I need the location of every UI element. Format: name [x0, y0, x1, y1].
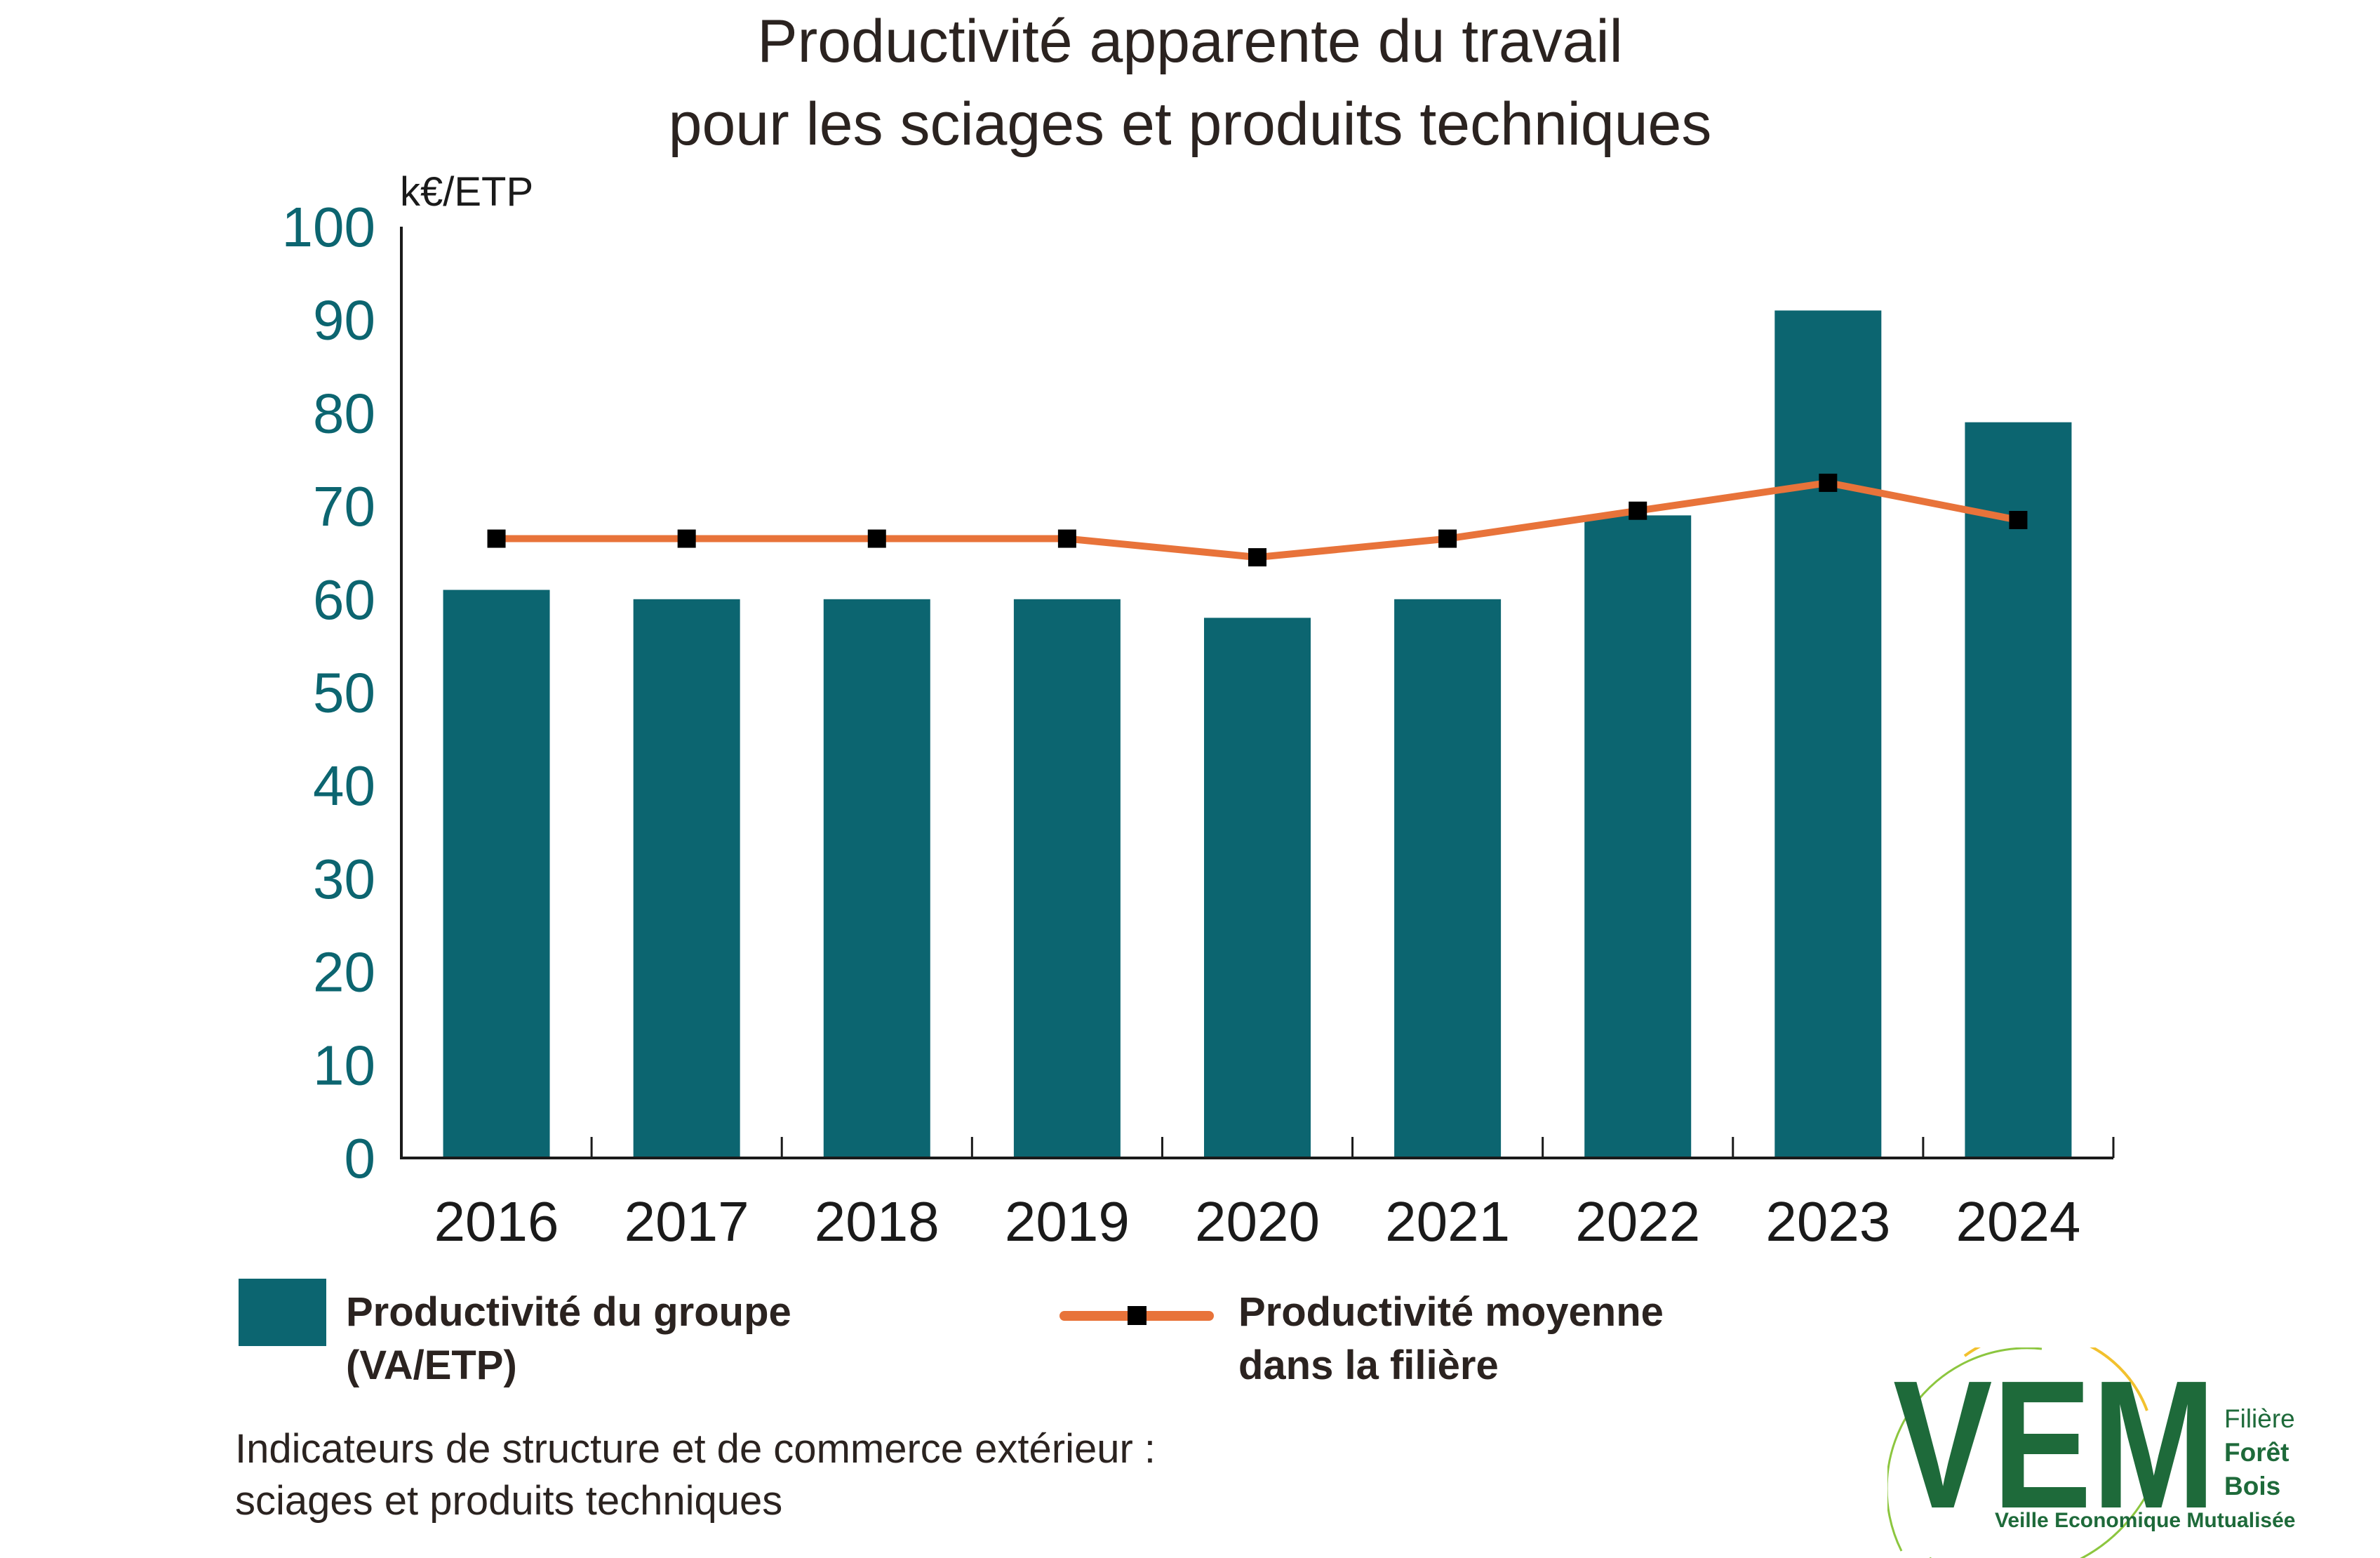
- y-tick-label-60: 60: [313, 568, 375, 631]
- y-tick-label-90: 90: [313, 289, 375, 352]
- logo-side-text: Filière Forêt Bois: [2224, 1402, 2295, 1503]
- chart-svg: 0 10 20 30 40 50 60 70 80 90 100 2016 2017 2018 2019 20…: [282, 196, 2115, 1253]
- line-point-2024: [2009, 511, 2028, 530]
- x-tick-label-2016: 2016: [434, 1190, 559, 1253]
- line-point-2021: [1438, 529, 1457, 548]
- y-tick-label-20: 20: [313, 941, 375, 1004]
- source-note: Indicateurs de structure et de commerce …: [235, 1423, 1156, 1527]
- y-tick-label-80: 80: [313, 382, 375, 444]
- y-axis-unit-label: k€/ETP: [400, 169, 534, 215]
- y-tick-label-40: 40: [313, 754, 375, 817]
- x-tick-label-2023: 2023: [1765, 1190, 1890, 1253]
- x-tick-label-2018: 2018: [815, 1190, 940, 1253]
- y-tick-label-100: 100: [282, 196, 375, 258]
- bar-2022: [1584, 515, 1692, 1158]
- legend-line-label-line-1: Productivité moyenne: [1238, 1289, 1664, 1335]
- x-tick-label-2021: 2021: [1385, 1190, 1510, 1253]
- logo-tagline: Veille Economique Mutualisée: [1995, 1509, 2296, 1532]
- logo-arc-green-bottom: [1930, 1459, 2162, 1558]
- line-point-2019: [1057, 529, 1076, 548]
- legend-bar-label-line-1: Productivité du groupe: [346, 1289, 791, 1335]
- x-tick-label-2022: 2022: [1575, 1190, 1700, 1253]
- chart-title-line-1: Productivité apparente du travail: [757, 8, 1623, 75]
- y-tick-label-10: 10: [313, 1034, 375, 1096]
- line-point-2022: [1629, 501, 1647, 520]
- legend-bar-label-line-2: (VA/ETP): [346, 1343, 517, 1388]
- source-note-line-1: Indicateurs de structure et de commerce …: [235, 1426, 1156, 1472]
- legend-line-marker: [1128, 1306, 1146, 1325]
- logo-side-line-3: Bois: [2224, 1472, 2281, 1500]
- logo-arc-green: [1887, 1347, 2043, 1552]
- legend-line-label: Productivité moyenne dans la filière: [1238, 1286, 1664, 1392]
- y-tick-label-0: 0: [345, 1127, 376, 1190]
- legend-line-label-line-2: dans la filière: [1238, 1343, 1499, 1388]
- x-tick-label-2024: 2024: [1956, 1190, 2080, 1253]
- bar-2017: [633, 599, 740, 1158]
- line-point-2018: [867, 529, 886, 548]
- vem-logo: VEM: [1887, 1347, 2216, 1558]
- y-tick-label-30: 30: [313, 848, 375, 910]
- logo-arc-yellow: [1963, 1347, 2148, 1411]
- logo-side-line-2: Forêt: [2224, 1438, 2289, 1467]
- bar-2016: [443, 590, 550, 1158]
- chart-title-line-2: pour les sciages et produits techniques: [668, 91, 1712, 158]
- bar-2020: [1204, 618, 1311, 1158]
- y-tick-label-70: 70: [313, 475, 375, 538]
- logo-side-line-1: Filière: [2224, 1404, 2295, 1433]
- x-tick-label-2019: 2019: [1005, 1190, 1130, 1253]
- bar-2024: [1965, 422, 2072, 1159]
- legend-bar-swatch: [239, 1279, 326, 1346]
- bar-2019: [1013, 599, 1121, 1158]
- line-point-2017: [677, 529, 696, 548]
- legend-bar-label: Productivité du groupe (VA/ETP): [346, 1286, 791, 1392]
- bar-2021: [1394, 599, 1502, 1158]
- source-note-line-2: sciages et produits techniques: [235, 1478, 783, 1524]
- y-tick-label-50: 50: [313, 662, 375, 724]
- x-tick-label-2017: 2017: [624, 1190, 749, 1253]
- chart-title: Productivité apparente du travail pour l…: [0, 0, 2380, 166]
- line-point-2020: [1248, 548, 1266, 567]
- line-point-2023: [1819, 473, 1838, 492]
- bar-2018: [823, 599, 930, 1158]
- logo-letters: VEM: [1893, 1347, 2216, 1547]
- x-tick-label-2020: 2020: [1195, 1190, 1320, 1253]
- bar-2023: [1774, 310, 1882, 1159]
- line-point-2016: [487, 529, 506, 548]
